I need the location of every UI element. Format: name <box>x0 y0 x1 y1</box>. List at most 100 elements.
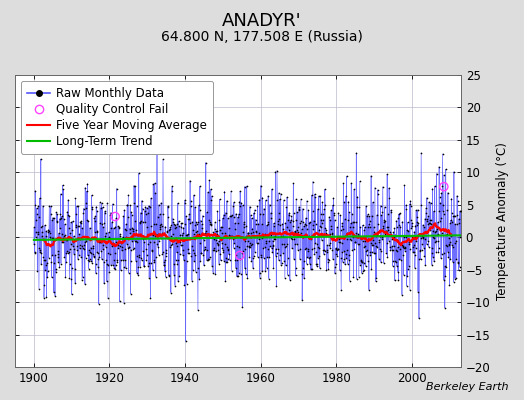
Point <box>319 210 327 217</box>
Point <box>126 291 135 297</box>
Point <box>247 242 255 248</box>
Point <box>314 245 323 252</box>
Point <box>169 231 177 238</box>
Point <box>290 228 299 234</box>
Point <box>83 217 91 223</box>
Point <box>79 244 87 251</box>
Point <box>118 244 127 250</box>
Point <box>171 257 180 263</box>
Point <box>122 221 130 227</box>
Point <box>324 259 332 265</box>
Point <box>262 238 270 244</box>
Point <box>105 236 114 242</box>
Point <box>141 204 149 210</box>
Point <box>131 183 139 190</box>
Point <box>103 261 111 268</box>
Point <box>417 150 425 156</box>
Point <box>154 231 162 238</box>
Point <box>294 247 302 253</box>
Point <box>322 230 330 236</box>
Point <box>214 241 223 248</box>
Point <box>47 203 55 210</box>
Point <box>194 307 202 313</box>
Point <box>100 259 108 265</box>
Point <box>91 260 100 267</box>
Point <box>64 197 72 203</box>
Point <box>249 210 258 216</box>
Point <box>211 219 219 225</box>
Point <box>181 338 190 344</box>
Point <box>365 213 374 220</box>
Point <box>207 220 215 227</box>
Point <box>161 268 169 274</box>
Point <box>129 244 138 251</box>
Point <box>456 208 464 214</box>
Point <box>401 248 409 254</box>
Point <box>427 217 435 224</box>
Point <box>408 234 417 240</box>
Point <box>259 254 268 261</box>
Point <box>455 264 464 270</box>
Point <box>257 221 266 227</box>
Point <box>367 248 376 255</box>
Point <box>403 273 411 279</box>
Point <box>315 226 324 233</box>
Point <box>382 249 390 256</box>
Point <box>58 213 66 220</box>
Point <box>111 266 119 272</box>
Point <box>219 248 227 255</box>
Point <box>291 241 299 247</box>
Point <box>139 248 147 254</box>
Point <box>46 236 54 242</box>
Point <box>241 238 249 244</box>
Point <box>123 202 132 208</box>
Point <box>355 204 364 211</box>
Point <box>163 204 172 210</box>
Point <box>336 238 344 245</box>
Point <box>50 289 58 296</box>
Point <box>265 238 274 244</box>
Point <box>331 217 339 223</box>
Point <box>169 216 177 222</box>
Point <box>330 210 338 216</box>
Point <box>56 225 64 232</box>
Point <box>255 230 263 236</box>
Point <box>203 209 211 216</box>
Point <box>220 188 228 195</box>
Point <box>171 222 179 228</box>
Point <box>71 195 80 202</box>
Point <box>420 224 428 230</box>
Point <box>305 260 314 267</box>
Point <box>231 257 239 263</box>
Point <box>319 216 327 223</box>
Point <box>358 222 367 228</box>
Point <box>63 209 71 215</box>
Point <box>307 266 315 272</box>
Point <box>436 215 445 221</box>
Point <box>342 173 351 179</box>
Point <box>107 241 116 247</box>
Point <box>452 256 461 262</box>
Point <box>368 236 377 243</box>
Point <box>314 193 323 199</box>
Point <box>146 295 155 302</box>
Point <box>216 227 224 233</box>
Point <box>422 241 431 248</box>
Point <box>274 246 282 252</box>
Point <box>424 238 432 244</box>
Point <box>178 232 186 239</box>
Point <box>231 220 239 226</box>
Point <box>50 259 59 266</box>
Point <box>254 220 263 227</box>
Point <box>444 241 453 247</box>
Point <box>177 220 185 226</box>
Point <box>168 188 176 195</box>
Point <box>32 229 40 236</box>
Point <box>276 221 285 228</box>
Point <box>399 251 407 258</box>
Point <box>340 248 348 254</box>
Point <box>216 257 225 264</box>
Point <box>105 235 113 242</box>
Point <box>95 238 104 245</box>
Point <box>66 261 74 267</box>
